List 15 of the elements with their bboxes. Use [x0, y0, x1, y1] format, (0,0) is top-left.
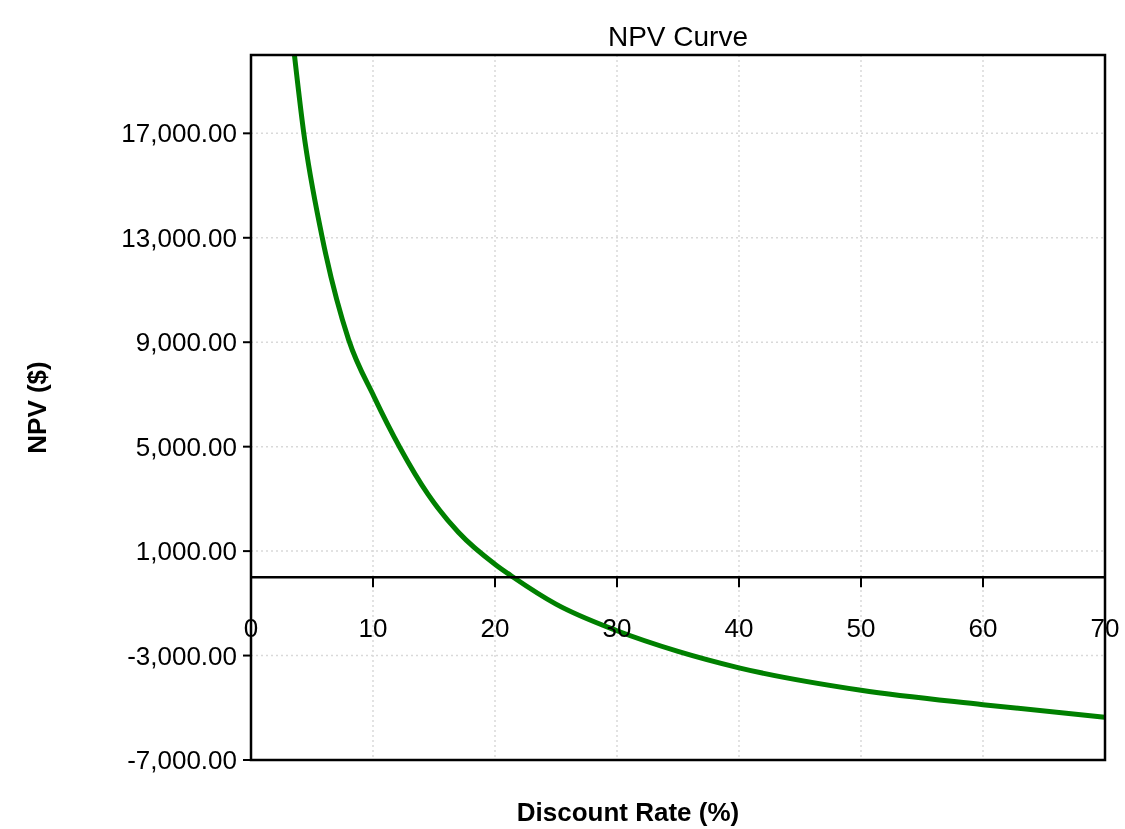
x-tick-label: 20 [480, 613, 510, 644]
y-tick-label: 13,000.00 [121, 222, 237, 253]
chart-title: NPV Curve [607, 21, 749, 52]
y-axis-title: NPV ($) [22, 361, 52, 454]
y-tick-label: 17,000.00 [121, 118, 237, 149]
x-tick-label: 10 [358, 613, 388, 644]
y-tick-label: 9,000.00 [135, 327, 237, 358]
y-tick-label: 1,000.00 [135, 536, 237, 567]
y-tick-label: 5,000.00 [135, 431, 237, 462]
x-tick-label: 50 [846, 613, 876, 644]
x-tick-label: 40 [724, 613, 754, 644]
x-axis-title: Discount Rate (%) [516, 797, 740, 827]
x-tick-label: 60 [968, 613, 998, 644]
y-tick-label: -7,000.00 [127, 745, 237, 776]
y-tick-label: -3,000.00 [127, 640, 237, 671]
